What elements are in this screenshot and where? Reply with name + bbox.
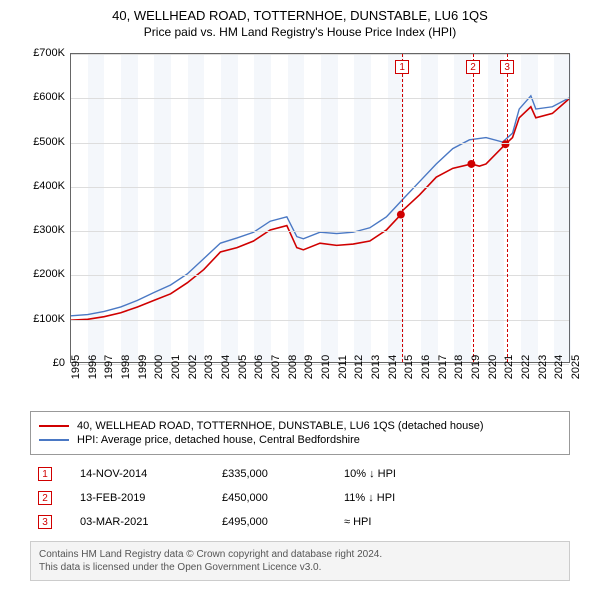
legend-label-property: 40, WELLHEAD ROAD, TOTTERNHOE, DUNSTABLE… [77,420,484,432]
event-marker: 2 [466,60,480,74]
chart-container: 1 2 3 £0 £100K £200K £300K £400K £500K £600K £700… [20,47,580,407]
x-tick-label: 1997 [103,355,115,379]
event-line [402,54,403,362]
x-tick-label: 1996 [87,355,99,379]
x-tick-label: 2011 [337,355,349,379]
event-date: 14-NOV-2014 [74,463,214,485]
event-delta: 11% ↓ HPI [338,487,568,509]
x-tick-label: 2023 [537,355,549,379]
x-tick-label: 2019 [470,355,482,379]
event-marker: 1 [395,60,409,74]
grid-line-h [71,231,569,232]
title-subtitle: Price paid vs. HM Land Registry's House … [0,25,600,39]
y-tick-label: £0 [20,357,65,369]
x-tick-label: 2020 [487,355,499,379]
x-tick-label: 2012 [353,355,365,379]
grid-line-h [71,98,569,99]
x-tick-label: 2007 [270,355,282,379]
y-tick-label: £500K [20,136,65,148]
x-tick-label: 2006 [253,355,265,379]
y-tick-label: £600K [20,91,65,103]
grid-line-h [71,320,569,321]
x-tick-label: 2018 [453,355,465,379]
sale-dot [501,140,509,148]
x-tick-label: 1995 [70,355,82,379]
legend-item-property: 40, WELLHEAD ROAD, TOTTERNHOE, DUNSTABLE… [39,420,561,432]
x-tick-label: 1998 [120,355,132,379]
grid-line-h [71,187,569,188]
event-marker: 3 [500,60,514,74]
legend-item-hpi: HPI: Average price, detached house, Cent… [39,434,561,446]
x-tick-label: 2004 [220,355,232,379]
x-tick-label: 2008 [287,355,299,379]
x-tick-label: 2000 [153,355,165,379]
grid-line-h [71,54,569,55]
event-price: £335,000 [216,463,336,485]
y-tick-label: £100K [20,313,65,325]
series-line-property [71,99,569,320]
plot-area: 1 2 3 [70,53,570,363]
y-tick-label: £200K [20,268,65,280]
x-tick-label: 2009 [303,355,315,379]
y-tick-label: £700K [20,47,65,59]
event-delta: ≈ HPI [338,511,568,533]
event-number: 3 [38,515,52,529]
title-address: 40, WELLHEAD ROAD, TOTTERNHOE, DUNSTABLE… [0,8,600,23]
event-number: 1 [38,467,52,481]
event-line [473,54,474,362]
event-price: £495,000 [216,511,336,533]
event-price: £450,000 [216,487,336,509]
legend-swatch-property [39,425,69,427]
x-tick-label: 2021 [503,355,515,379]
chart-title-block: 40, WELLHEAD ROAD, TOTTERNHOE, DUNSTABLE… [0,0,600,43]
x-tick-label: 2013 [370,355,382,379]
legend: 40, WELLHEAD ROAD, TOTTERNHOE, DUNSTABLE… [30,411,570,455]
event-number: 2 [38,491,52,505]
x-tick-label: 2017 [437,355,449,379]
event-delta: 10% ↓ HPI [338,463,568,485]
series-line-hpi [71,96,569,316]
x-tick-label: 2003 [203,355,215,379]
x-tick-label: 2025 [570,355,582,379]
footer-attribution: Contains HM Land Registry data © Crown c… [30,541,570,581]
x-tick-label: 2014 [387,355,399,379]
chart-lines-svg [71,54,569,362]
events-table: 1 14-NOV-2014£335,00010% ↓ HPI 2 13-FEB-201… [30,461,570,535]
event-row: 3 03-MAR-2021£495,000≈ HPI [32,511,568,533]
x-tick-label: 2005 [237,355,249,379]
y-tick-label: £300K [20,224,65,236]
legend-label-hpi: HPI: Average price, detached house, Cent… [77,434,360,446]
legend-swatch-hpi [39,439,69,441]
sale-dot [397,211,405,219]
x-tick-label: 2022 [520,355,532,379]
event-date: 13-FEB-2019 [74,487,214,509]
event-row: 2 13-FEB-2019£450,00011% ↓ HPI [32,487,568,509]
x-tick-label: 2015 [403,355,415,379]
x-tick-label: 2002 [187,355,199,379]
footer-line2: This data is licensed under the Open Gov… [39,561,561,574]
grid-line-h [71,275,569,276]
event-date: 03-MAR-2021 [74,511,214,533]
x-tick-label: 2024 [553,355,565,379]
x-tick-label: 2001 [170,355,182,379]
event-row: 1 14-NOV-2014£335,00010% ↓ HPI [32,463,568,485]
sale-dot [467,160,475,168]
x-tick-label: 1999 [137,355,149,379]
event-line [507,54,508,362]
x-tick-label: 2010 [320,355,332,379]
y-tick-label: £400K [20,180,65,192]
footer-line1: Contains HM Land Registry data © Crown c… [39,548,561,561]
x-tick-label: 2016 [420,355,432,379]
grid-line-h [71,143,569,144]
